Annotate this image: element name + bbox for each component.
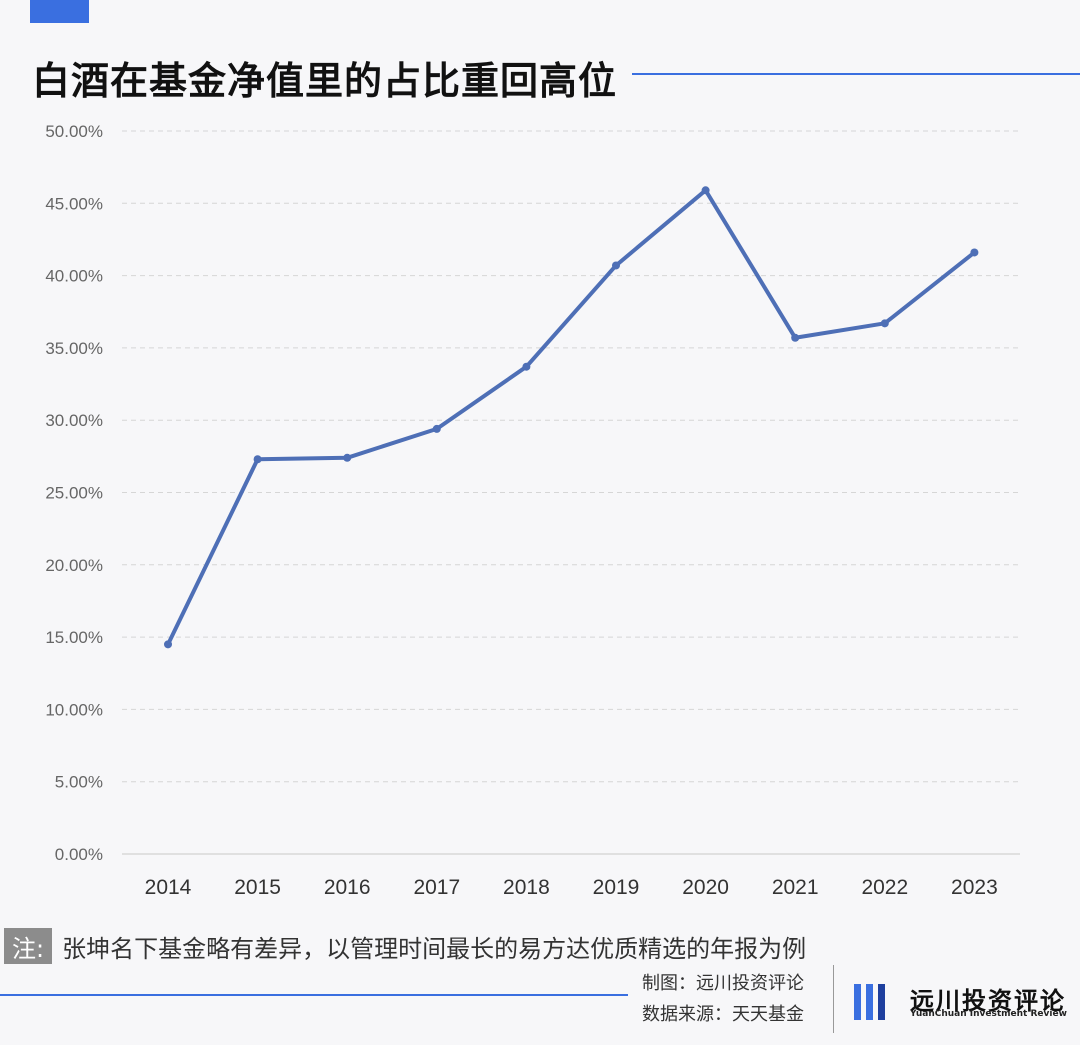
y-tick-label: 35.00%: [45, 339, 103, 358]
x-tick-label: 2017: [413, 876, 460, 899]
credits-divider: [833, 965, 834, 1033]
y-tick-label: 40.00%: [45, 267, 103, 286]
x-tick-label: 2015: [234, 876, 281, 899]
y-tick-label: 30.00%: [45, 411, 103, 430]
x-tick-label: 2019: [593, 876, 640, 899]
line-chart: 0.00% 5.00% 10.00% 15.00% 20.00% 25.00% 30.00%…: [0, 100, 1080, 910]
data-point: [433, 425, 441, 433]
x-tick-label: 2018: [503, 876, 550, 899]
y-tick-label: 10.00%: [45, 700, 103, 719]
y-tick-label: 25.00%: [45, 484, 103, 503]
data-point: [970, 248, 978, 256]
header-accent-bar: [30, 0, 89, 23]
data-point: [164, 640, 172, 648]
x-tick-label: 2016: [324, 876, 371, 899]
note-tag: 注:: [4, 928, 52, 964]
x-axis-ticks: 2014 2015 2016 2017 2018 2019 2020 2021 2022 2023: [145, 876, 998, 899]
note-text: 张坤名下基金略有差异，以管理时间最长的易方达优质精选的年报为例: [62, 929, 806, 964]
x-tick-label: 2020: [682, 876, 729, 899]
data-point: [522, 363, 530, 371]
x-tick-label: 2021: [772, 876, 819, 899]
data-point: [881, 319, 889, 327]
data-point: [254, 455, 262, 463]
x-tick-label: 2023: [951, 876, 998, 899]
x-tick-label: 2022: [861, 876, 908, 899]
vertical-bars-logo-icon: [852, 982, 896, 1022]
footnote: 注: 张坤名下基金略有差异，以管理时间最长的易方达优质精选的年报为例: [0, 928, 806, 964]
series-layer: [164, 186, 978, 648]
y-tick-label: 50.00%: [45, 122, 103, 141]
data-point: [343, 454, 351, 462]
credit-source: 数据来源：天天基金: [642, 999, 822, 1030]
brand-logo: 远川投资评论 YuanChuan Investment Review: [852, 978, 1067, 1026]
x-tick-label: 2014: [145, 876, 192, 899]
logo-english-name: YuanChuan Investment Review: [910, 1009, 1067, 1019]
data-point: [791, 334, 799, 342]
credit-made-by: 制图：远川投资评论: [642, 968, 822, 999]
y-tick-label: 20.00%: [45, 556, 103, 575]
footer-divider-line: [0, 994, 628, 996]
data-point: [612, 261, 620, 269]
y-axis-ticks: 0.00% 5.00% 10.00% 15.00% 20.00% 25.00% 30.00%…: [45, 122, 103, 864]
y-tick-label: 15.00%: [45, 628, 103, 647]
y-tick-label: 0.00%: [55, 845, 103, 864]
credits: 制图：远川投资评论 数据来源：天天基金: [642, 968, 822, 1030]
title-divider-line: [632, 73, 1080, 75]
series-line: [168, 190, 974, 644]
data-point: [702, 186, 710, 194]
y-tick-label: 45.00%: [45, 194, 103, 213]
chart-title: 白酒在基金净值里的占比重回高位: [32, 50, 617, 105]
y-tick-label: 5.00%: [55, 773, 103, 792]
grid-layer: [122, 131, 1020, 854]
